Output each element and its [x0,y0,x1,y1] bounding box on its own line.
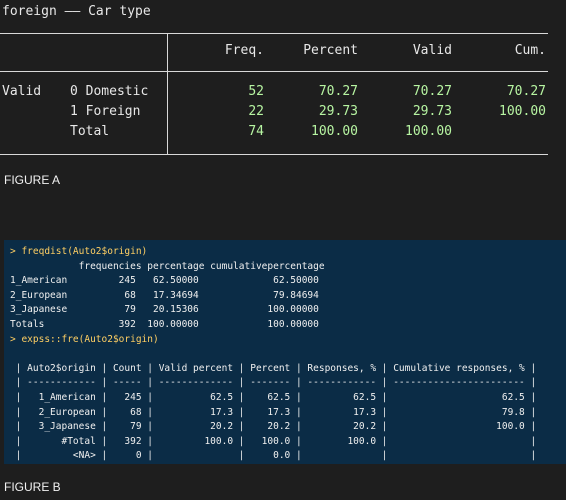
cell-percent: 29.73 [318,104,358,119]
cell-cum: 100.00 [499,104,546,119]
row-label-domestic: 0 Domestic [70,84,149,99]
table-column-divider [167,33,168,154]
table-bottom-rule [0,154,548,155]
console-output-line: | 2_European | 68 | 17.3 | 17.3 | 17.3 |… [10,406,537,418]
console-output-line: 2_European 68 17.34694 79.84694 [10,289,319,301]
row-group-label: Valid [2,84,42,99]
console-output-line: | <NA> | 0 | | 0.0 | | | [10,450,537,462]
cell-cum: 70.27 [506,84,546,99]
console-output-line: 3_Japanese 79 20.15306 100.00000 [10,304,319,316]
header-percent: Percent [303,43,358,58]
cell-freq: 22 [248,104,264,119]
console-output-line: Totals 392 100.00000 100.00000 [10,319,319,330]
cell-valid: 100.00 [405,124,452,139]
console-output-line: | #Total | 392 | 100.0 | 100.0 | 100.0 |… [10,435,537,447]
figure-a-title: foreign —— Car type [2,4,151,19]
console-output-line: | 1_American | 245 | 62.5 | 62.5 | 62.5 … [10,392,537,403]
header-freq: Freq. [224,43,264,58]
console-command-line: > expss::fre(Auto2$origin) [10,333,159,345]
console-output-line: | 3_Japanese | 79 | 20.2 | 20.2 | 20.2 |… [10,421,537,433]
console-output-line: | ------------ | ----- | ------------- |… [10,377,537,389]
row-label-total: Total [70,124,110,139]
table-top-rule [0,33,548,34]
row-label-foreign: 1 Foreign [70,104,141,119]
cell-percent: 70.27 [318,84,358,99]
table-header-rule [0,71,548,72]
console-output-line: | Auto2$origin | Count | Valid percent |… [10,362,537,374]
figure-b-r-console: > freqdist(Auto2$origin) frequencies per… [4,240,566,464]
cell-percent: 100.00 [311,124,358,139]
console-output-line: 1_American 245 62.50000 62.50000 [10,275,319,287]
console-command-line: > freqdist(Auto2$origin) [10,246,148,257]
cell-valid: 70.27 [412,84,452,99]
header-valid: Valid [412,43,452,58]
figure-b-caption: FIGURE B [4,480,61,494]
figure-a-caption: FIGURE A [4,173,61,187]
cell-freq: 52 [248,84,264,99]
cell-valid: 29.73 [412,104,452,119]
cell-freq: 74 [248,124,264,139]
header-cum: Cum. [514,43,546,58]
figure-a-stata-table: foreign —— Car type Freq. Percent Valid … [0,0,566,170]
console-output-line: frequencies percentage cumulativepercent… [10,260,325,272]
